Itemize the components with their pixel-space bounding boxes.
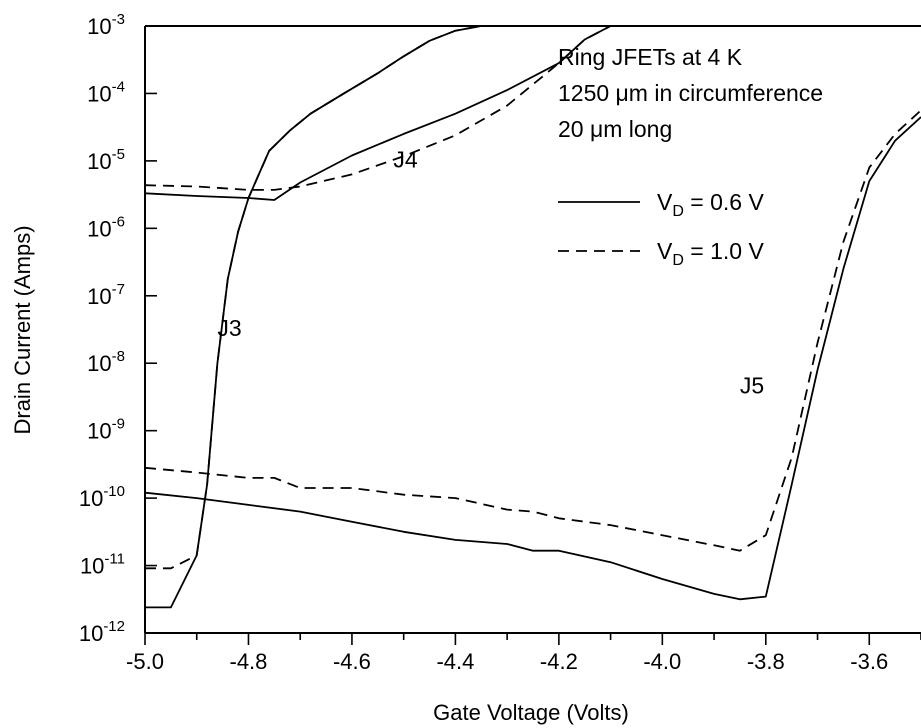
annotation-j5: J5	[740, 373, 764, 399]
x-tick-label: -4.2	[540, 649, 578, 674]
x-tick-label: -4.0	[643, 649, 681, 674]
y-axis-title: Drain Current (Amps)	[10, 225, 35, 434]
y-tick-label: 10-12	[79, 618, 125, 646]
info-line-1: Ring JFETs at 4 K	[558, 44, 743, 70]
series-line-j3-vd10	[145, 26, 482, 570]
series-line-j3-vd06	[145, 26, 482, 609]
x-axis-title: Gate Voltage (Volts)	[433, 700, 629, 725]
y-tick-label: 10-7	[87, 281, 125, 309]
info-line-2: 1250 μm in circumference	[558, 80, 823, 106]
y-tick-label: 10-6	[87, 213, 125, 241]
x-tick-label: -4.6	[333, 649, 371, 674]
x-axis-ticks: -5.0 -4.8 -4.6 -4.4 -4.2 -4.0 -3.8 -3.6	[126, 633, 921, 674]
y-tick-label: 10-3	[87, 11, 125, 39]
info-block: Ring JFETs at 4 K 1250 μm in circumferen…	[558, 44, 823, 142]
y-tick-label: 10-4	[87, 78, 125, 106]
series-line-j4-vd10	[145, 26, 612, 191]
plot-frame	[144, 25, 921, 634]
y-tick-label: 10-10	[79, 483, 125, 511]
x-tick-label: -4.8	[230, 649, 268, 674]
series-line-j4-vd06	[145, 26, 612, 201]
y-tick-label: 10-11	[80, 551, 125, 579]
x-tick-label: -3.6	[850, 649, 888, 674]
annotation-j3: J3	[217, 315, 241, 341]
legend-label-dashed: VD = 1.0 V	[657, 238, 764, 269]
legend-label-solid: VD = 0.6 V	[657, 189, 764, 220]
series-line-j5-vd10	[145, 109, 921, 552]
series-lines	[145, 26, 921, 609]
y-tick-label: 10-5	[87, 146, 125, 174]
x-tick-label: -4.4	[436, 649, 474, 674]
y-tick-label: 10-9	[87, 416, 125, 444]
y-axis-ticks: 10-12 10-11 10-10 10-9 10-8 10-7 10-6 10-5 10-4 1…	[79, 11, 157, 646]
info-line-3: 20 μm long	[558, 116, 672, 142]
x-tick-label: -5.0	[126, 649, 164, 674]
annotation-j4: J4	[393, 147, 418, 173]
x-tick-label: -3.8	[747, 649, 785, 674]
series-line-j5-vd06	[145, 116, 921, 601]
legend: VD = 0.6 V VD = 1.0 V	[558, 189, 764, 269]
y-tick-label: 10-8	[87, 348, 125, 376]
